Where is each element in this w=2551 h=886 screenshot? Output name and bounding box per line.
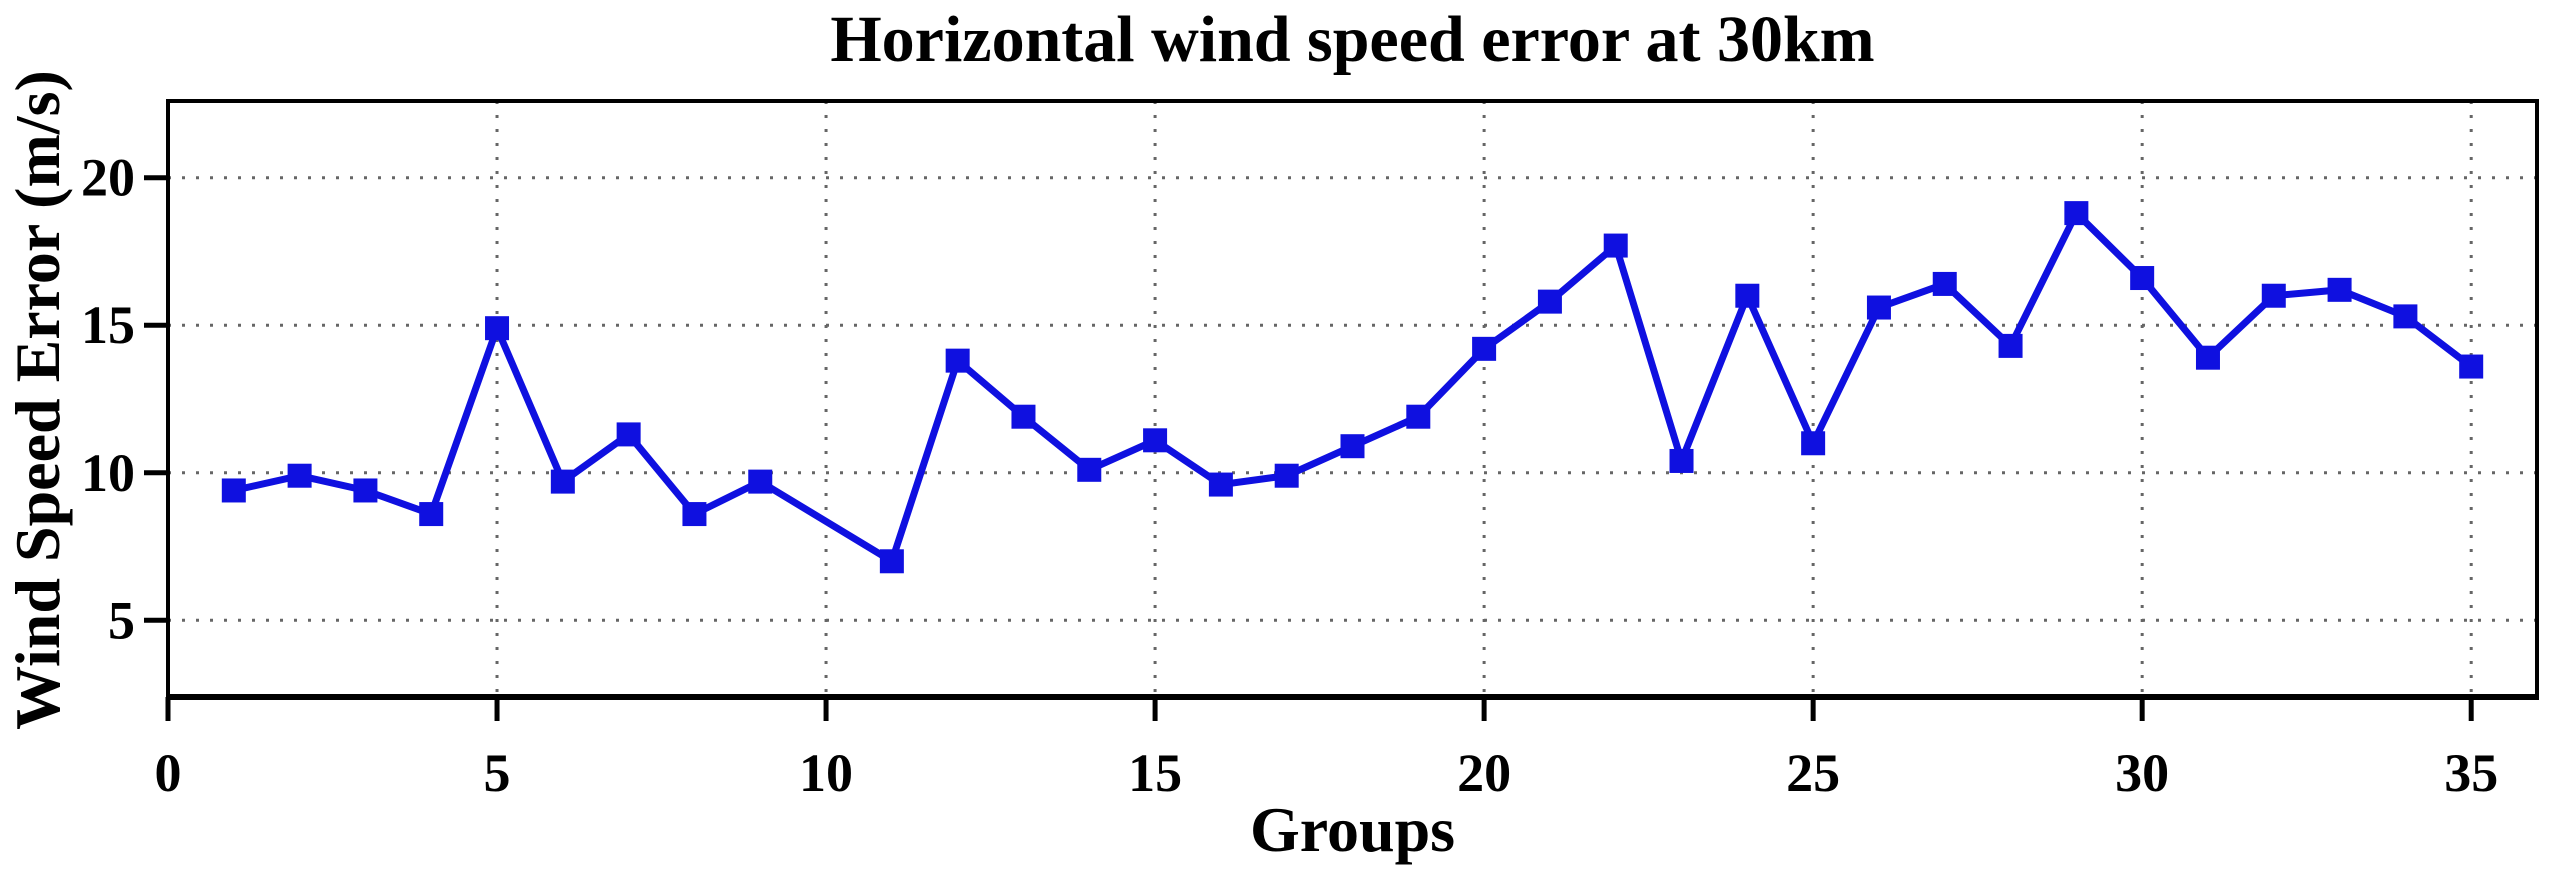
data-point-marker xyxy=(1340,434,1365,459)
data-point-marker xyxy=(2195,345,2220,370)
data-point-marker xyxy=(1866,295,1891,320)
x-tick-label: 20 xyxy=(1457,743,1511,803)
x-tick-label: 10 xyxy=(799,743,853,803)
data-point-marker xyxy=(1801,431,1826,456)
data-point-marker xyxy=(1998,333,2023,358)
y-tick-label: 5 xyxy=(108,590,135,650)
x-tick-label: 25 xyxy=(1786,743,1840,803)
data-point-marker xyxy=(1011,404,1036,429)
x-tick-label: 35 xyxy=(2444,743,2498,803)
data-point-marker xyxy=(945,348,970,373)
data-point-marker xyxy=(879,549,904,574)
data-line xyxy=(233,207,2474,567)
data-point-marker xyxy=(1406,404,1431,429)
x-tick-label: 0 xyxy=(155,743,182,803)
data-point-marker xyxy=(1143,428,1168,453)
data-point-marker xyxy=(2393,304,2418,329)
data-point-marker xyxy=(682,502,707,527)
data-point-marker xyxy=(221,478,246,503)
data-point-marker xyxy=(353,478,378,503)
data-point-marker xyxy=(1537,289,1562,314)
plot-frame xyxy=(166,99,2539,699)
data-point-marker xyxy=(1932,271,1957,296)
data-point-marker xyxy=(550,469,575,494)
data-point-marker xyxy=(1077,457,1102,482)
x-tick-label: 15 xyxy=(1128,743,1182,803)
data-point-marker xyxy=(1603,233,1628,258)
data-point-marker xyxy=(485,316,510,341)
data-point-marker xyxy=(2327,277,2352,302)
data-point-marker xyxy=(1735,283,1760,308)
x-axis-label: Groups xyxy=(1249,794,1456,865)
data-point-marker xyxy=(2459,354,2484,379)
y-tick-label: 10 xyxy=(81,443,135,503)
data-point-marker xyxy=(419,502,444,527)
x-tick-label: 30 xyxy=(2115,743,2169,803)
data-point-marker xyxy=(2130,266,2155,291)
data-point-marker xyxy=(1208,472,1233,497)
x-tick-label: 5 xyxy=(484,743,511,803)
chart-title: Horizontal wind speed error at 30km xyxy=(830,3,1875,76)
data-point-marker xyxy=(2261,283,2286,308)
data-point-marker xyxy=(1669,448,1694,473)
y-tick-label: 15 xyxy=(81,295,135,355)
data-point-marker xyxy=(1472,336,1497,361)
data-point-marker xyxy=(748,469,773,494)
y-tick-label: 20 xyxy=(81,148,135,208)
data-point-marker xyxy=(2064,201,2089,226)
data-point-marker xyxy=(287,463,312,488)
data-point-marker xyxy=(1274,463,1299,488)
data-point-marker xyxy=(616,422,641,447)
